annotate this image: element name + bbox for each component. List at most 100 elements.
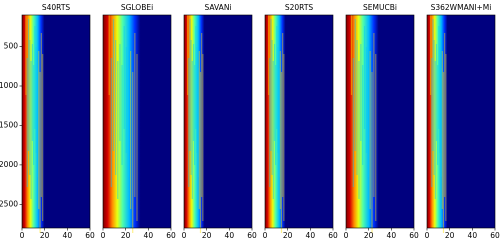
x-tick-label: 60 bbox=[409, 231, 419, 240]
heatmap-streak bbox=[132, 72, 134, 233]
panel-title: SEMUCBi bbox=[363, 3, 397, 12]
heatmap-streak bbox=[271, 40, 273, 175]
panel-title: SAVANi bbox=[204, 3, 231, 12]
x-tick-label: 20 bbox=[283, 231, 293, 240]
heatmap-streak bbox=[202, 54, 204, 221]
heatmap-streak bbox=[134, 33, 136, 197]
heatmap-streak bbox=[108, 15, 110, 95]
heatmap-streak bbox=[38, 51, 40, 209]
heatmap-streak bbox=[187, 15, 189, 95]
heatmap-streak bbox=[360, 44, 362, 141]
x-tick-label: 40 bbox=[387, 231, 397, 240]
heatmap-streak bbox=[352, 58, 354, 187]
panel-frame bbox=[183, 14, 253, 229]
x-tick-label: 0 bbox=[101, 231, 106, 240]
heatmap-streak bbox=[196, 47, 198, 153]
heatmap-streak bbox=[356, 40, 358, 175]
heatmap-streak bbox=[442, 72, 445, 233]
x-tick-label: 20 bbox=[121, 231, 131, 240]
heatmap-streak bbox=[438, 26, 440, 129]
heatmap-streak bbox=[199, 72, 202, 233]
panel-title: SGLOBEi bbox=[121, 3, 153, 12]
heatmap-streak bbox=[201, 33, 203, 197]
heatmap-streak bbox=[430, 15, 432, 95]
heatmap-streak bbox=[189, 19, 191, 151]
heatmap-streak bbox=[445, 54, 447, 221]
heatmap-streak bbox=[29, 40, 31, 175]
heatmap-streak bbox=[375, 54, 377, 221]
heatmap-image bbox=[265, 15, 333, 228]
heatmap-streak bbox=[365, 47, 368, 153]
heatmap-streak bbox=[34, 26, 36, 129]
x-tick-label: 0 bbox=[425, 231, 430, 240]
heatmap-streak bbox=[42, 54, 44, 221]
x-tick-label: 40 bbox=[63, 231, 73, 240]
panel-frame bbox=[21, 14, 91, 229]
heatmap-streak bbox=[367, 68, 369, 177]
heatmap-streak bbox=[31, 44, 33, 141]
heatmap-streak bbox=[40, 33, 42, 197]
x-tick-label: 40 bbox=[144, 231, 154, 240]
heatmap-image bbox=[184, 15, 252, 228]
heatmap-streak bbox=[119, 44, 121, 141]
heatmap-streak bbox=[188, 58, 190, 187]
heatmap-streak bbox=[269, 58, 271, 187]
heatmap-streak bbox=[129, 51, 132, 209]
y-tick-label: 1500 bbox=[0, 120, 18, 129]
heatmap-streak bbox=[115, 40, 117, 175]
heatmap-streak bbox=[431, 58, 433, 187]
heatmap-streak bbox=[437, 65, 439, 165]
heatmap-streak bbox=[433, 40, 435, 175]
heatmap-streak bbox=[117, 61, 119, 199]
heatmap-streak bbox=[110, 58, 112, 187]
heatmap-streak bbox=[358, 61, 360, 199]
x-tick-label: 60 bbox=[85, 231, 95, 240]
x-tick-label: 40 bbox=[306, 231, 316, 240]
heatmap-streak bbox=[280, 72, 283, 233]
heatmap-streak bbox=[198, 51, 200, 209]
heatmap-streak bbox=[268, 15, 270, 95]
heatmap-streak bbox=[191, 61, 193, 199]
panel-frame bbox=[345, 14, 415, 229]
heatmap-streak bbox=[434, 61, 436, 199]
heatmap-image bbox=[346, 15, 414, 228]
heatmap-streak bbox=[435, 44, 438, 141]
panel-frame bbox=[102, 14, 172, 229]
heatmap-streak bbox=[39, 72, 41, 233]
x-tick-label: 0 bbox=[263, 231, 268, 240]
heatmap-streak bbox=[354, 19, 356, 151]
panel-title: S40RTS bbox=[42, 3, 71, 12]
x-tick-label: 60 bbox=[490, 231, 500, 240]
heatmap-streak bbox=[270, 19, 272, 151]
y-tick-label: 500 bbox=[4, 42, 19, 51]
heatmap-streak bbox=[125, 47, 127, 153]
heatmap-streak bbox=[30, 61, 32, 199]
heatmap-image bbox=[103, 15, 171, 228]
heatmap-streak bbox=[439, 47, 441, 153]
heatmap-image bbox=[427, 15, 495, 228]
heatmap-streak bbox=[136, 54, 138, 221]
x-tick-label: 40 bbox=[225, 231, 235, 240]
heatmap-streak bbox=[123, 26, 125, 129]
heatmap-streak bbox=[195, 26, 197, 129]
heatmap-streak bbox=[190, 40, 192, 175]
heatmap-streak bbox=[35, 47, 37, 153]
heatmap-streak bbox=[278, 68, 280, 177]
heatmap-streak bbox=[192, 44, 195, 141]
heatmap-streak bbox=[194, 65, 196, 165]
heatmap-streak bbox=[273, 44, 276, 141]
heatmap-streak bbox=[371, 72, 373, 233]
x-tick-label: 60 bbox=[166, 231, 176, 240]
x-tick-label: 20 bbox=[40, 231, 50, 240]
heatmap-streak bbox=[350, 15, 353, 95]
panel-frame bbox=[426, 14, 496, 229]
panel-title: S362WMANI+Mi bbox=[431, 3, 492, 12]
heatmap-streak bbox=[279, 51, 281, 209]
x-tick-label: 0 bbox=[344, 231, 349, 240]
heatmap-streak bbox=[25, 15, 27, 95]
heatmap-streak bbox=[363, 26, 366, 129]
heatmap-streak bbox=[277, 47, 279, 153]
heatmap-streak bbox=[441, 51, 443, 209]
heatmap-streak bbox=[275, 65, 277, 165]
